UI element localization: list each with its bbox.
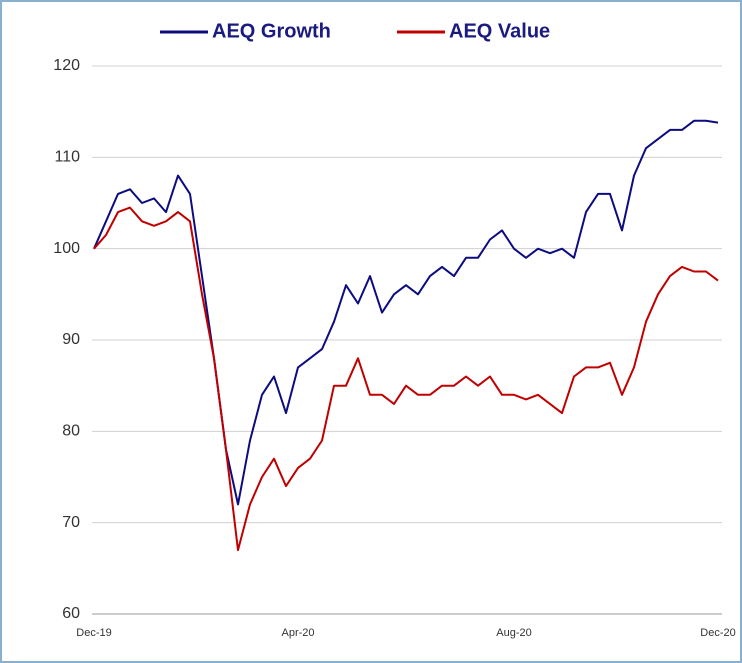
series-line — [93, 206, 719, 552]
y-tick-label: 90 — [62, 331, 80, 348]
y-tick-label: 100 — [53, 240, 80, 257]
x-tick-label: Dec-19 — [76, 627, 111, 639]
y-tick-label: 80 — [62, 423, 80, 440]
legend-label: AEQ Growth — [212, 20, 331, 42]
x-tick-label: Dec-20 — [700, 627, 735, 639]
y-tick-label: 70 — [62, 514, 80, 531]
series-line — [93, 119, 719, 506]
y-tick-label: 60 — [62, 605, 80, 622]
y-tick-label: 120 — [53, 57, 80, 74]
x-tick-label: Aug-20 — [496, 627, 531, 639]
legend-label: AEQ Value — [449, 20, 550, 42]
x-tick-label: Apr-20 — [281, 627, 314, 639]
y-tick-label: 110 — [54, 149, 80, 166]
